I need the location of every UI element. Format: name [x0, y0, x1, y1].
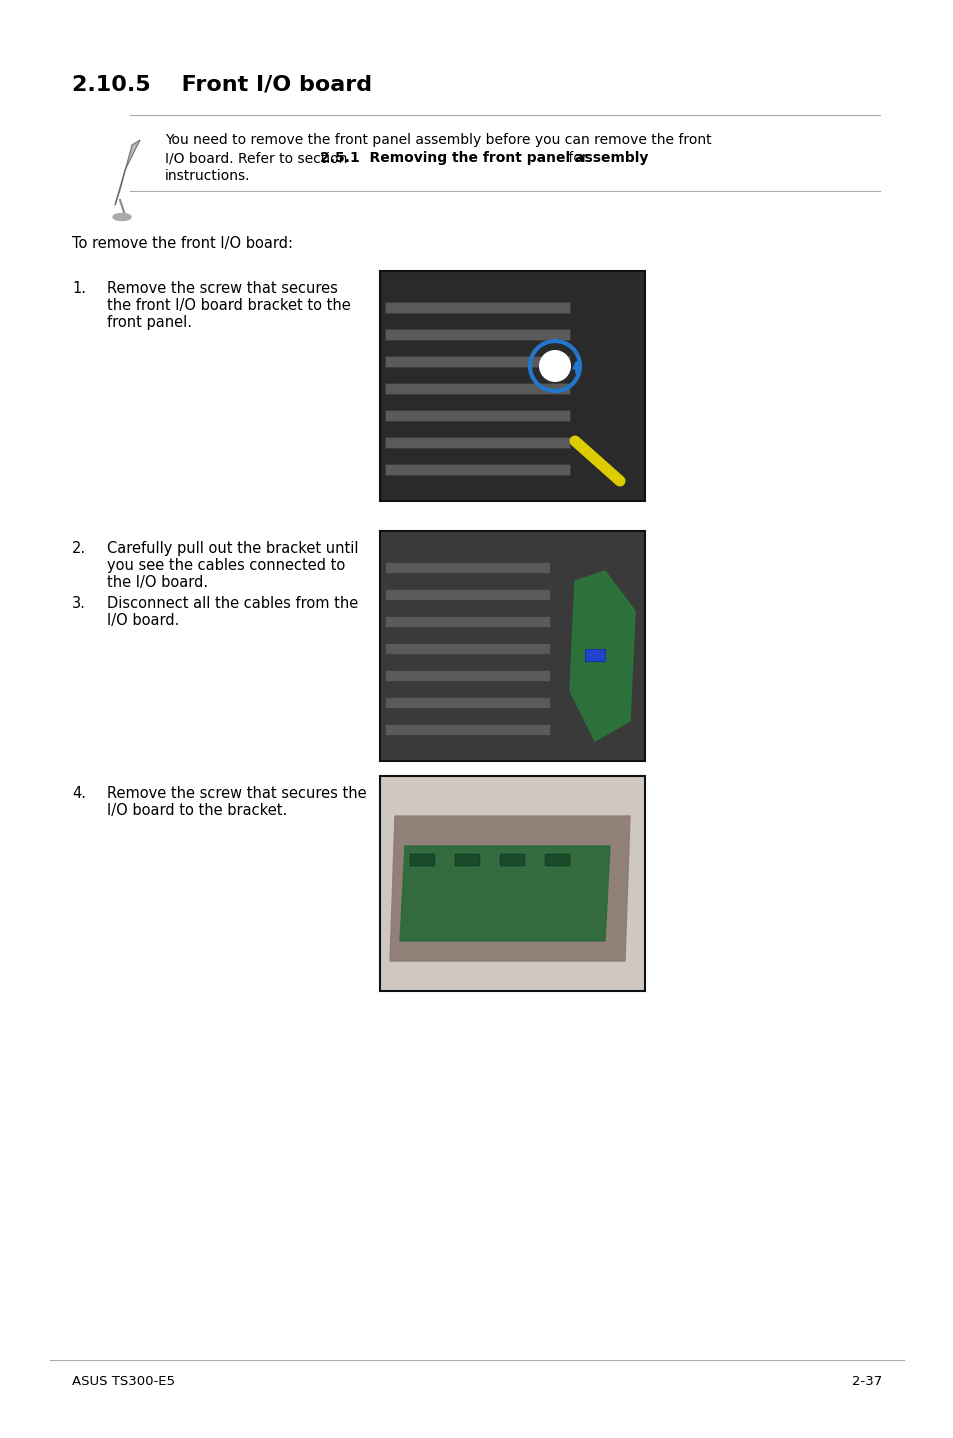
Text: 2.: 2.: [71, 541, 86, 557]
Bar: [544, 854, 569, 866]
Text: 3.: 3.: [71, 595, 86, 611]
Bar: [385, 697, 550, 707]
Bar: [385, 464, 569, 475]
Text: Remove the screw that secures the: Remove the screw that secures the: [107, 787, 366, 801]
Bar: [455, 854, 479, 866]
Text: I/O board to the bracket.: I/O board to the bracket.: [107, 802, 287, 818]
Text: front panel.: front panel.: [107, 315, 192, 329]
Text: Carefully pull out the bracket until: Carefully pull out the bracket until: [107, 541, 358, 557]
Bar: [385, 437, 569, 449]
Text: the front I/O board bracket to the: the front I/O board bracket to the: [107, 298, 351, 313]
Bar: [379, 531, 644, 761]
Bar: [385, 590, 550, 600]
Bar: [499, 854, 524, 866]
Ellipse shape: [112, 213, 131, 220]
Bar: [410, 854, 435, 866]
Polygon shape: [399, 846, 609, 940]
Bar: [385, 410, 569, 421]
Bar: [584, 649, 604, 661]
Bar: [385, 643, 550, 654]
Bar: [385, 329, 569, 339]
Bar: [385, 615, 550, 627]
Bar: [385, 383, 569, 394]
Text: I/O board. Refer to section: I/O board. Refer to section: [165, 151, 352, 165]
Text: 2.10.5    Front I/O board: 2.10.5 Front I/O board: [71, 75, 372, 95]
Text: 2.5.1  Removing the front panel assembly: 2.5.1 Removing the front panel assembly: [320, 151, 648, 165]
Bar: [379, 777, 644, 991]
Bar: [385, 562, 550, 572]
Bar: [385, 670, 550, 682]
Text: I/O board.: I/O board.: [107, 613, 179, 628]
Polygon shape: [569, 571, 635, 741]
Text: you see the cables connected to: you see the cables connected to: [107, 558, 345, 572]
Circle shape: [538, 349, 571, 383]
Text: Disconnect all the cables from the: Disconnect all the cables from the: [107, 595, 358, 611]
Polygon shape: [115, 139, 140, 206]
Text: for: for: [564, 151, 587, 165]
Text: Remove the screw that secures: Remove the screw that secures: [107, 280, 337, 296]
Text: 4.: 4.: [71, 787, 86, 801]
Text: 2-37: 2-37: [851, 1375, 882, 1388]
Text: ASUS TS300-E5: ASUS TS300-E5: [71, 1375, 174, 1388]
Bar: [385, 357, 569, 367]
Text: 1.: 1.: [71, 280, 86, 296]
Bar: [385, 723, 550, 735]
Bar: [385, 302, 569, 313]
Text: the I/O board.: the I/O board.: [107, 575, 208, 590]
Text: To remove the front I/O board:: To remove the front I/O board:: [71, 236, 293, 252]
Polygon shape: [390, 815, 629, 961]
Text: You need to remove the front panel assembly before you can remove the front: You need to remove the front panel assem…: [165, 132, 711, 147]
Text: instructions.: instructions.: [165, 170, 251, 183]
Bar: [379, 270, 644, 500]
